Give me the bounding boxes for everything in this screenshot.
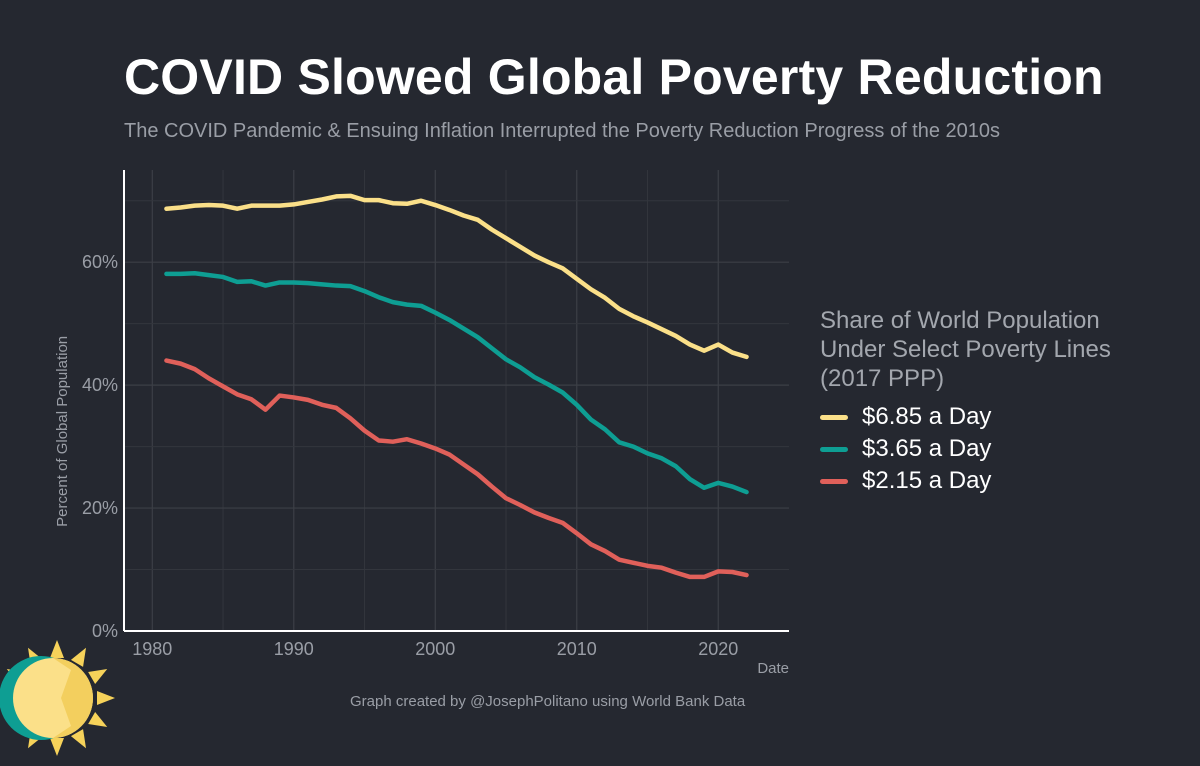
chart-subtitle: The COVID Pandemic & Ensuing Inflation I…	[124, 120, 1001, 142]
y-tick-label: 0%	[92, 621, 118, 641]
x-axis-title: Date	[757, 660, 789, 677]
legend: Share of World Population Under Select P…	[820, 306, 1111, 497]
y-tick-label: 40%	[82, 375, 118, 395]
legend-title-line-1: Share of World Population	[820, 307, 1100, 334]
legend-label-2-15: $2.15 a Day	[862, 467, 992, 494]
legend-swatch-3-65	[820, 446, 848, 452]
chart-title: COVID Slowed Global Poverty Reduction	[124, 49, 1104, 105]
legend-item-2-15: $2.15 a Day	[820, 465, 1111, 497]
x-tick-label: 2010	[557, 639, 597, 659]
series-line-2	[164, 271, 749, 495]
chart-grid	[124, 170, 789, 631]
legend-item-6-85: $6.85 a Day	[820, 401, 1111, 433]
legend-title-line-3: (2017 PPP)	[820, 365, 945, 392]
legend-swatch-2-15	[820, 478, 848, 484]
series-line-1	[164, 193, 749, 360]
x-tick-label: 2020	[698, 639, 738, 659]
legend-item-3-65: $3.65 a Day	[820, 433, 1111, 465]
source-caption: Graph created by @JosephPolitano using W…	[350, 693, 746, 710]
y-axis-title: Percent of Global Population	[54, 336, 71, 527]
chart-labels: 1980 1990 2000 2010 2020 0% 20% 40% 60% Date Perce…	[54, 252, 789, 677]
legend-swatch-6-85	[820, 414, 848, 420]
legend-title-line-2: Under Select Poverty Lines	[820, 336, 1111, 363]
y-tick-label: 60%	[82, 252, 118, 272]
series-line-3	[164, 358, 749, 580]
x-tick-label: 2000	[415, 639, 455, 659]
legend-label-3-65: $3.65 a Day	[862, 435, 992, 462]
legend-title: Share of World Population Under Select P…	[820, 306, 1111, 393]
chart-axes	[123, 170, 789, 632]
y-tick-label: 20%	[82, 498, 118, 518]
x-tick-label: 1990	[274, 639, 314, 659]
x-tick-label: 1980	[132, 639, 172, 659]
chart-series	[164, 193, 749, 580]
sun-logo-icon	[0, 640, 115, 756]
legend-label-6-85: $6.85 a Day	[862, 403, 992, 430]
